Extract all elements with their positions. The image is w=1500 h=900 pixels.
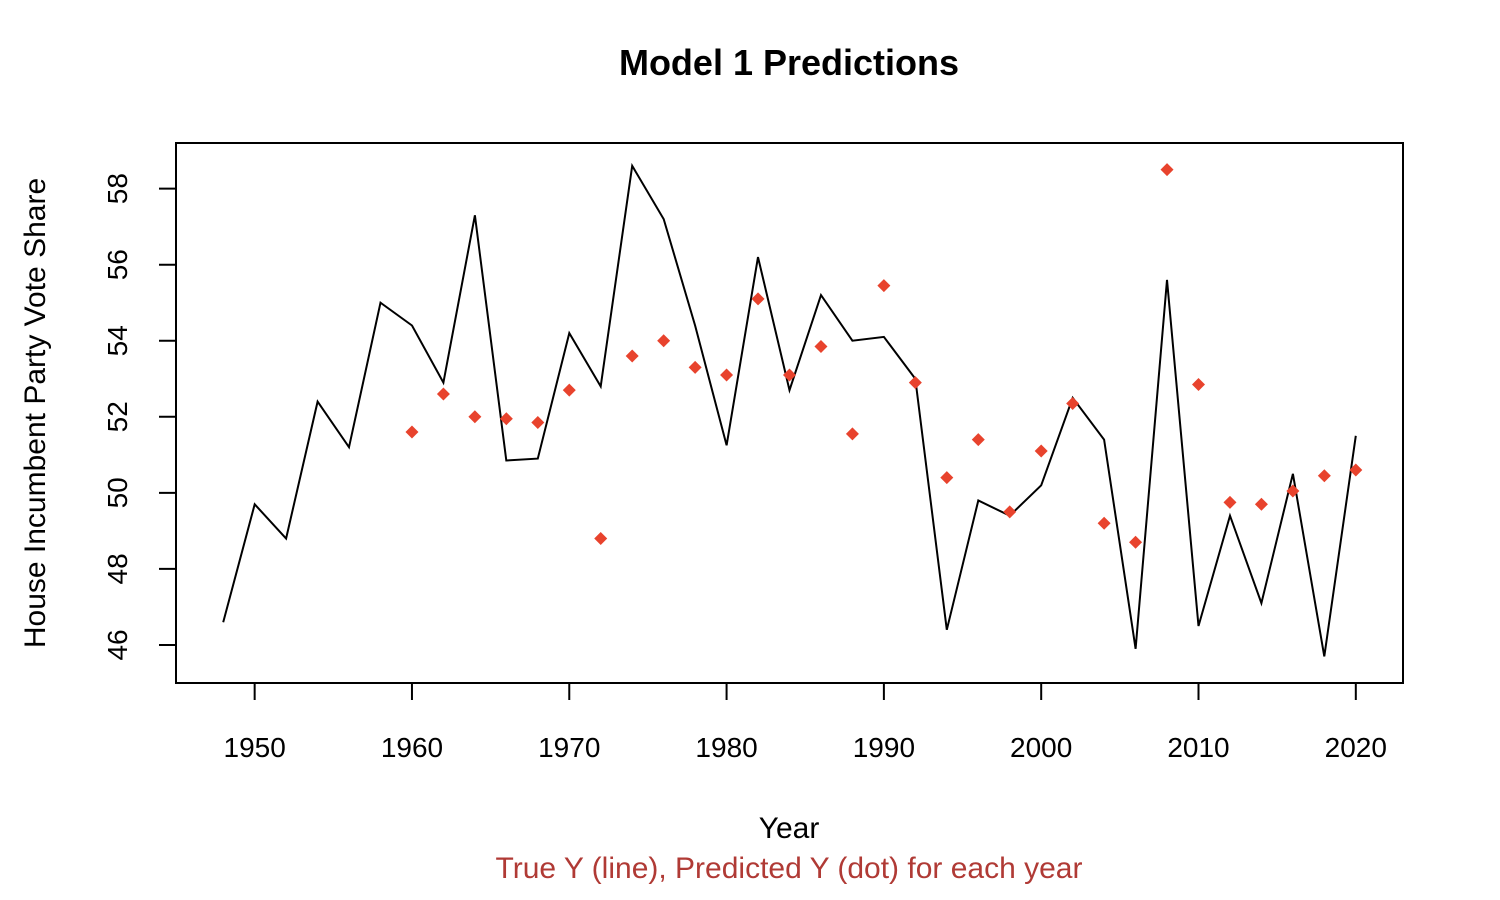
y-axis: 46 48 50 52 54 56 58	[102, 173, 177, 661]
predicted-points	[405, 163, 1363, 549]
plot-frame	[175, 142, 1404, 684]
y-tick-label: 58	[102, 173, 133, 204]
predicted-point	[531, 416, 545, 430]
predicted-point	[625, 349, 639, 363]
predicted-point	[783, 368, 796, 382]
x-tick-label: 1980	[695, 732, 757, 763]
predicted-point	[814, 339, 828, 353]
x-axis-label: Year	[759, 812, 820, 845]
chart-subtitle: True Y (line), Predicted Y (dot) for eac…	[496, 852, 1083, 885]
predicted-point	[562, 383, 576, 397]
x-tick-label: 2020	[1325, 732, 1387, 763]
predicted-point	[971, 433, 985, 447]
predicted-point	[1129, 535, 1143, 549]
x-tick-label: 2010	[1167, 732, 1229, 763]
predicted-point	[468, 410, 482, 424]
predicted-point	[436, 387, 450, 401]
true-y-line	[222, 162, 1357, 657]
x-tick-label: 1990	[853, 732, 915, 763]
predicted-point	[594, 531, 608, 545]
x-tick-label: 2000	[1010, 732, 1072, 763]
predicted-point	[1034, 444, 1048, 458]
predicted-point	[1223, 495, 1237, 509]
predicted-point	[1349, 463, 1363, 477]
predicted-point	[1192, 377, 1205, 391]
predicted-point	[499, 412, 513, 426]
predicted-point	[657, 334, 671, 348]
x-tick-label: 1950	[224, 732, 286, 763]
x-axis: 1950 1960 1970 1980 1990 2000 2010 2020	[224, 682, 1387, 763]
predicted-point	[405, 425, 419, 439]
y-tick-label: 48	[102, 553, 133, 584]
predicted-point	[1066, 396, 1080, 410]
predicted-point	[720, 368, 734, 382]
predicted-point	[845, 427, 859, 441]
predicted-point	[877, 279, 891, 293]
chart-title: Model 1 Predictions	[619, 42, 959, 83]
predicted-point	[1097, 516, 1111, 530]
y-tick-label: 54	[102, 325, 133, 356]
y-axis-label: House Incumbent Party Vote Share	[19, 178, 52, 648]
predicted-point	[1317, 469, 1331, 483]
y-tick-label: 46	[102, 629, 133, 660]
y-tick-label: 56	[102, 249, 133, 280]
x-tick-label: 1970	[538, 732, 600, 763]
predicted-point	[751, 292, 765, 306]
predicted-point	[1254, 497, 1268, 511]
y-tick-label: 52	[102, 401, 133, 432]
predicted-point	[908, 376, 922, 390]
x-tick-label: 1960	[381, 732, 443, 763]
predicted-point	[688, 360, 702, 374]
predicted-point	[1003, 505, 1017, 519]
predicted-point	[1286, 484, 1300, 498]
predicted-point	[940, 471, 954, 485]
predicted-point	[1160, 163, 1174, 177]
y-tick-label: 50	[102, 477, 133, 508]
